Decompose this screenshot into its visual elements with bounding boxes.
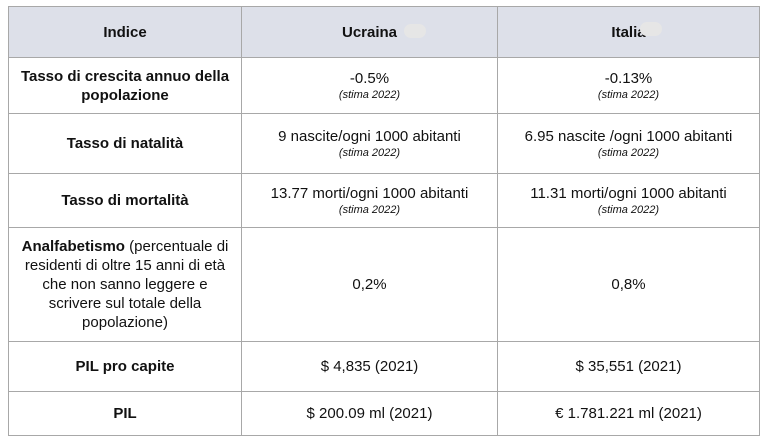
- table-row: Analfabetismo (percentuale di residenti …: [8, 227, 760, 342]
- cell-italia-pil: € 1.781.221 ml (2021): [497, 391, 760, 436]
- cell-value: -0.13%: [604, 70, 653, 87]
- header-ucraina: Ucraina: [241, 6, 498, 58]
- cell-note: (stima 2022): [338, 204, 401, 216]
- cell-italia-mortalita: 11.31 morti/ogni 1000 abitanti (stima 20…: [497, 173, 760, 228]
- table-row: PIL $ 200.09 ml (2021) € 1.781.221 ml (2…: [8, 391, 760, 436]
- row-label-mortalita: Tasso di mortalità: [8, 173, 242, 228]
- table-row: Tasso di mortalità 13.77 morti/ogni 1000…: [8, 173, 760, 228]
- row-label-natalita: Tasso di natalità: [8, 113, 242, 174]
- comparison-table: Indice Ucraina Italia Tasso di crescita …: [8, 6, 760, 436]
- cell-value: 9 nascite/ogni 1000 abitanti: [278, 128, 461, 145]
- cell-ucraina-pil-pro-capite: $ 4,835 (2021): [241, 341, 498, 392]
- cell-value: 0,8%: [611, 276, 646, 293]
- cell-value: -0.5%: [349, 70, 390, 87]
- redaction-blob: [640, 22, 662, 36]
- row-label-crescita: Tasso di crescita annuo della popolazion…: [8, 57, 242, 114]
- cell-value: 6.95 nascite /ogni 1000 abitanti: [524, 128, 733, 145]
- cell-ucraina-mortalita: 13.77 morti/ogni 1000 abitanti (stima 20…: [241, 173, 498, 228]
- cell-value: € 1.781.221 ml (2021): [555, 405, 702, 422]
- row-label-bold: Analfabetismo: [21, 238, 125, 255]
- cell-italia-analfabetismo: 0,8%: [497, 227, 760, 342]
- header-indice: Indice: [8, 6, 242, 58]
- row-label-analfabetismo: Analfabetismo (percentuale di residenti …: [8, 227, 242, 342]
- table-row: Tasso di natalità 9 nascite/ogni 1000 ab…: [8, 113, 760, 174]
- cell-value: 11.31 morti/ogni 1000 abitanti: [530, 185, 727, 202]
- redaction-blob: [404, 24, 426, 38]
- cell-note: (stima 2022): [597, 89, 660, 101]
- cell-value: $ 35,551 (2021): [575, 358, 682, 375]
- table-row: PIL pro capite $ 4,835 (2021) $ 35,551 (…: [8, 341, 760, 392]
- cell-italia-pil-pro-capite: $ 35,551 (2021): [497, 341, 760, 392]
- cell-note: (stima 2022): [338, 147, 401, 159]
- cell-note: (stima 2022): [597, 147, 660, 159]
- cell-value: 0,2%: [352, 276, 387, 293]
- cell-italia-natalita: 6.95 nascite /ogni 1000 abitanti (stima …: [497, 113, 760, 174]
- cell-ucraina-natalita: 9 nascite/ogni 1000 abitanti (stima 2022…: [241, 113, 498, 174]
- row-label-pil-pro-capite: PIL pro capite: [8, 341, 242, 392]
- cell-value: 13.77 morti/ogni 1000 abitanti: [270, 185, 469, 202]
- cell-value: $ 4,835 (2021): [320, 358, 419, 375]
- row-label-pil: PIL: [8, 391, 242, 436]
- cell-value: $ 200.09 ml (2021): [306, 405, 433, 422]
- cell-ucraina-pil: $ 200.09 ml (2021): [241, 391, 498, 436]
- row-label-description: (percentuale di residenti di oltre 15 an…: [24, 238, 229, 331]
- table-row: Tasso di crescita annuo della popolazion…: [8, 57, 760, 114]
- table-header-row: Indice Ucraina Italia: [8, 6, 760, 58]
- comparison-table-container: Indice Ucraina Italia Tasso di crescita …: [8, 6, 760, 436]
- cell-italia-crescita: -0.13% (stima 2022): [497, 57, 760, 114]
- cell-note: (stima 2022): [597, 204, 660, 216]
- header-italia: Italia: [497, 6, 760, 58]
- cell-ucraina-crescita: -0.5% (stima 2022): [241, 57, 498, 114]
- cell-ucraina-analfabetismo: 0,2%: [241, 227, 498, 342]
- cell-note: (stima 2022): [338, 89, 401, 101]
